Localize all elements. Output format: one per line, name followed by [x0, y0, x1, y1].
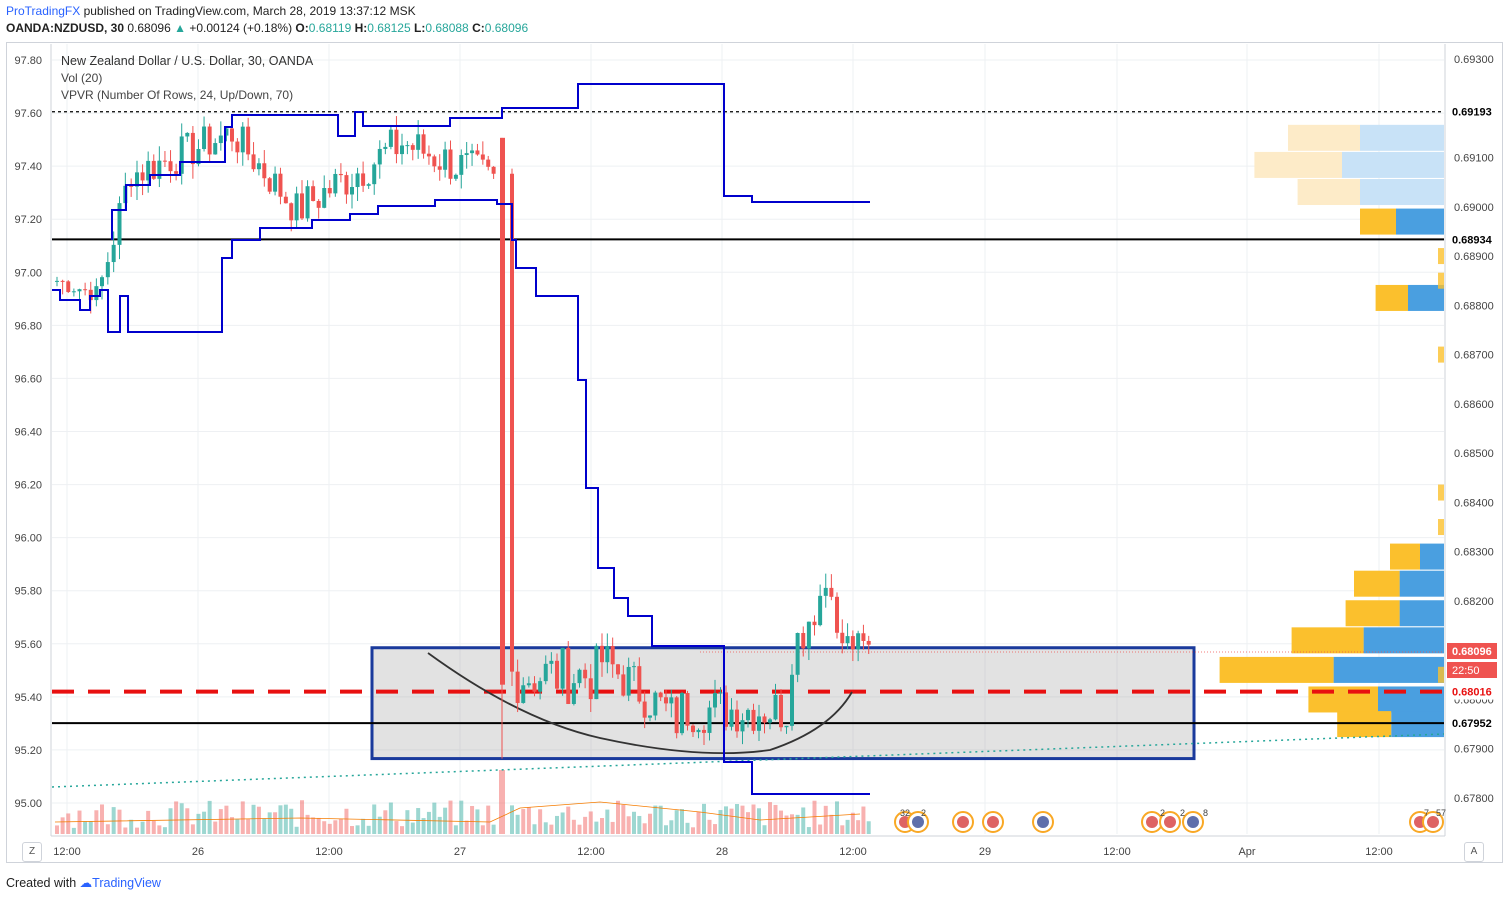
auto-scale-button[interactable]: A: [1464, 842, 1484, 862]
footer: Created with ☁TradingView: [6, 875, 161, 890]
up-arrow-icon: ▲: [174, 21, 186, 35]
symbol-quote: OANDA:NZDUSD, 30 0.68096 ▲ +0.00124 (+0.…: [6, 21, 528, 35]
close-label: C:: [472, 21, 485, 35]
legend-volume[interactable]: Vol (20): [61, 71, 103, 85]
close-value: 0.68096: [484, 21, 529, 35]
high-value: 0.68125: [367, 21, 411, 35]
tradingview-logo-icon: ☁: [79, 876, 93, 890]
chart-legend: New Zealand Dollar / U.S. Dollar, 30, OA…: [61, 53, 313, 104]
zoom-button[interactable]: Z: [22, 842, 42, 862]
publisher-name[interactable]: ProTradingFX: [6, 4, 81, 18]
created-with-text: Created with: [6, 876, 80, 890]
publish-info: ProTradingFX published on TradingView.co…: [6, 4, 416, 22]
published-text: published on TradingView.com, March 28, …: [80, 4, 416, 18]
legend-title: New Zealand Dollar / U.S. Dollar, 30, OA…: [61, 54, 314, 68]
tradingview-link[interactable]: TradingView: [92, 876, 161, 890]
open-label: O:: [295, 21, 309, 35]
symbol: OANDA:NZDUSD, 30: [6, 21, 125, 35]
low-value: 0.68088: [425, 21, 469, 35]
legend-vpvr[interactable]: VPVR (Number Of Rows, 24, Up/Down, 70): [61, 88, 294, 102]
chart-frame[interactable]: [6, 42, 1503, 863]
high-label: H:: [354, 21, 368, 35]
last-price: 0.68096: [127, 21, 171, 35]
open-value: 0.68119: [308, 21, 352, 35]
price-change: +0.00124 (+0.18%): [189, 21, 293, 35]
low-label: L:: [414, 21, 426, 35]
